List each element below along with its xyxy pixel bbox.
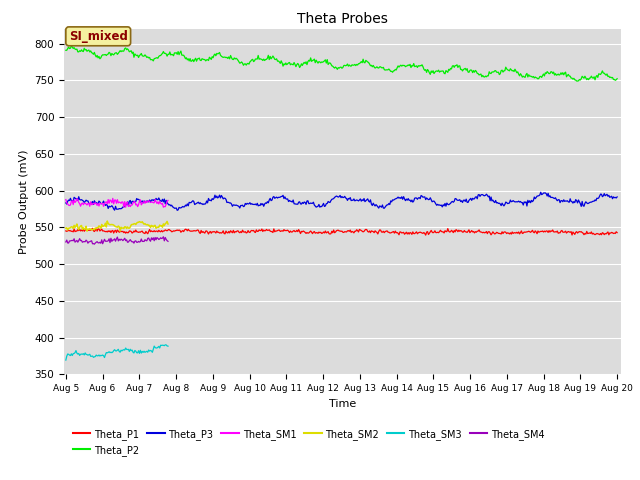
Title: Theta Probes: Theta Probes	[297, 12, 388, 26]
Theta_SM3	[161, 342, 169, 348]
Theta_P3	[205, 195, 212, 201]
Theta_SM1	[62, 197, 70, 203]
Theta_P1	[312, 230, 320, 236]
Theta_SM1	[163, 202, 170, 207]
Theta_P1	[479, 230, 486, 236]
Theta_SM1	[109, 195, 116, 201]
Theta_P3	[173, 207, 181, 213]
Theta_P2	[388, 69, 396, 74]
Theta_P1	[62, 228, 70, 234]
Theta_SM4	[120, 237, 127, 242]
Theta_SM1	[138, 202, 145, 208]
Theta_P2	[161, 50, 168, 56]
Theta_P1	[92, 225, 100, 231]
Theta_P1	[388, 229, 396, 235]
Theta_P2	[431, 69, 439, 75]
Theta_P2	[62, 48, 70, 53]
Theta_P2	[67, 43, 75, 49]
Theta_SM4	[99, 241, 106, 247]
Theta_SM4	[159, 234, 167, 240]
Theta_P1	[422, 232, 429, 238]
Theta_P3	[159, 199, 167, 205]
Theta_P3	[478, 192, 486, 197]
Text: SI_mixed: SI_mixed	[68, 30, 127, 43]
Line: Theta_SM3: Theta_SM3	[66, 345, 168, 360]
Line: Theta_P3: Theta_P3	[66, 192, 617, 210]
Theta_P2	[478, 74, 486, 80]
Theta_SM2	[121, 224, 129, 229]
Theta_SM1	[98, 201, 106, 206]
Theta_SM1	[143, 200, 150, 205]
Line: Theta_SM1: Theta_SM1	[66, 198, 168, 207]
Theta_SM2	[143, 222, 150, 228]
Theta_SM1	[120, 204, 127, 210]
Theta_SM4	[163, 237, 170, 242]
Theta_SM3	[141, 349, 149, 355]
Theta_SM3	[136, 350, 143, 356]
Theta_SM4	[142, 238, 150, 243]
Theta_P1	[161, 228, 168, 234]
Theta_P1	[432, 229, 440, 235]
Theta_SM2	[62, 225, 70, 231]
Theta_P1	[205, 231, 212, 237]
Theta_SM4	[164, 239, 172, 244]
Theta_SM3	[161, 343, 168, 348]
Line: Theta_P2: Theta_P2	[66, 46, 617, 81]
Theta_SM3	[62, 357, 70, 363]
Theta_P1	[613, 230, 621, 236]
Theta_P2	[312, 57, 320, 63]
Theta_SM3	[119, 347, 127, 353]
Theta_P3	[388, 199, 396, 205]
Theta_P3	[613, 194, 621, 200]
Line: Theta_P1: Theta_P1	[66, 228, 617, 235]
Theta_P2	[573, 78, 581, 84]
Y-axis label: Probe Output (mV): Probe Output (mV)	[19, 149, 29, 254]
Theta_P2	[205, 58, 212, 63]
Theta_SM3	[98, 353, 106, 359]
Theta_SM3	[131, 348, 139, 353]
Theta_SM4	[132, 238, 140, 244]
Theta_P2	[613, 76, 621, 82]
Theta_SM4	[62, 239, 70, 245]
Theta_SM1	[122, 204, 129, 210]
Theta_SM3	[164, 343, 172, 349]
Theta_SM2	[164, 221, 172, 227]
Theta_P3	[312, 204, 320, 210]
Theta_P3	[431, 199, 439, 205]
Theta_SM2	[83, 228, 91, 234]
Theta_SM1	[133, 201, 141, 207]
Line: Theta_SM4: Theta_SM4	[66, 237, 168, 244]
Theta_SM2	[104, 218, 111, 224]
Theta_SM4	[136, 239, 144, 244]
Theta_SM2	[99, 224, 106, 229]
Line: Theta_SM2: Theta_SM2	[66, 221, 168, 231]
Legend: Theta_P1, Theta_P2, Theta_P3, Theta_SM1, Theta_SM2, Theta_SM3, Theta_SM4: Theta_P1, Theta_P2, Theta_P3, Theta_SM1,…	[69, 425, 548, 459]
Theta_SM2	[163, 220, 170, 226]
Theta_SM1	[164, 198, 172, 204]
Theta_P3	[62, 200, 70, 206]
Theta_SM2	[133, 220, 141, 226]
Theta_P3	[537, 190, 545, 195]
X-axis label: Time: Time	[329, 399, 356, 408]
Theta_SM2	[138, 220, 145, 226]
Theta_SM4	[90, 241, 98, 247]
